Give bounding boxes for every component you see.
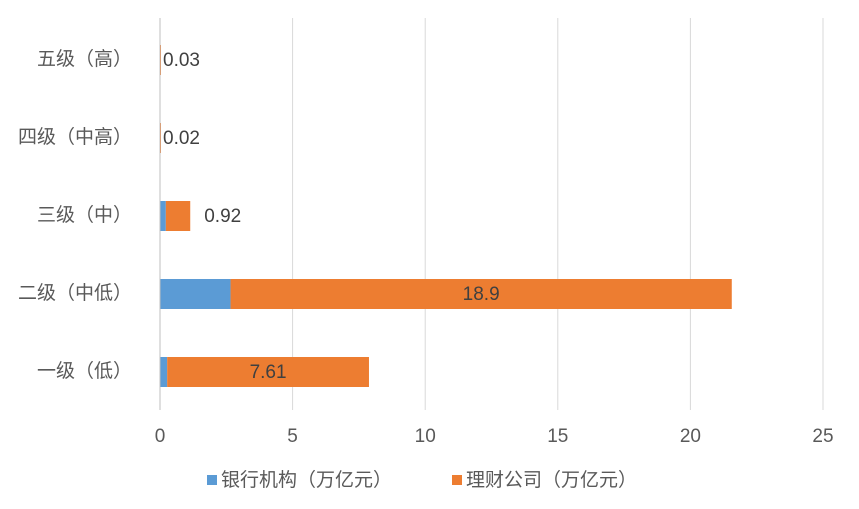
y-tick-label: 四级（中高） bbox=[18, 126, 132, 148]
legend-swatch bbox=[207, 475, 217, 485]
data-label: 0.03 bbox=[163, 50, 200, 71]
bar-segment bbox=[230, 279, 732, 309]
y-tick-label: 五级（高） bbox=[37, 48, 132, 70]
data-label: 7.61 bbox=[250, 362, 287, 383]
x-tick-label: 25 bbox=[812, 426, 833, 447]
data-label: 0.02 bbox=[163, 128, 200, 149]
bar-segment bbox=[167, 357, 369, 387]
legend-label: 理财公司（万亿元） bbox=[466, 469, 637, 491]
data-label: 18.9 bbox=[463, 284, 500, 305]
data-label: 0.92 bbox=[204, 206, 241, 227]
y-tick-label: 三级（中） bbox=[37, 204, 132, 226]
x-tick-label: 0 bbox=[155, 426, 166, 447]
x-tick-label: 10 bbox=[415, 426, 436, 447]
bar-segment bbox=[160, 201, 166, 231]
x-tick-label: 20 bbox=[680, 426, 701, 447]
legend-label: 银行机构（万亿元） bbox=[221, 469, 392, 491]
y-tick-label: 一级（低） bbox=[37, 360, 132, 382]
legend-swatch bbox=[452, 475, 462, 485]
x-tick-label: 15 bbox=[547, 426, 568, 447]
x-tick-label: 5 bbox=[287, 426, 298, 447]
bar-segment bbox=[160, 279, 231, 309]
bar-segment bbox=[165, 201, 191, 231]
y-tick-label: 二级（中低） bbox=[18, 282, 132, 304]
bar-segment bbox=[160, 357, 168, 387]
